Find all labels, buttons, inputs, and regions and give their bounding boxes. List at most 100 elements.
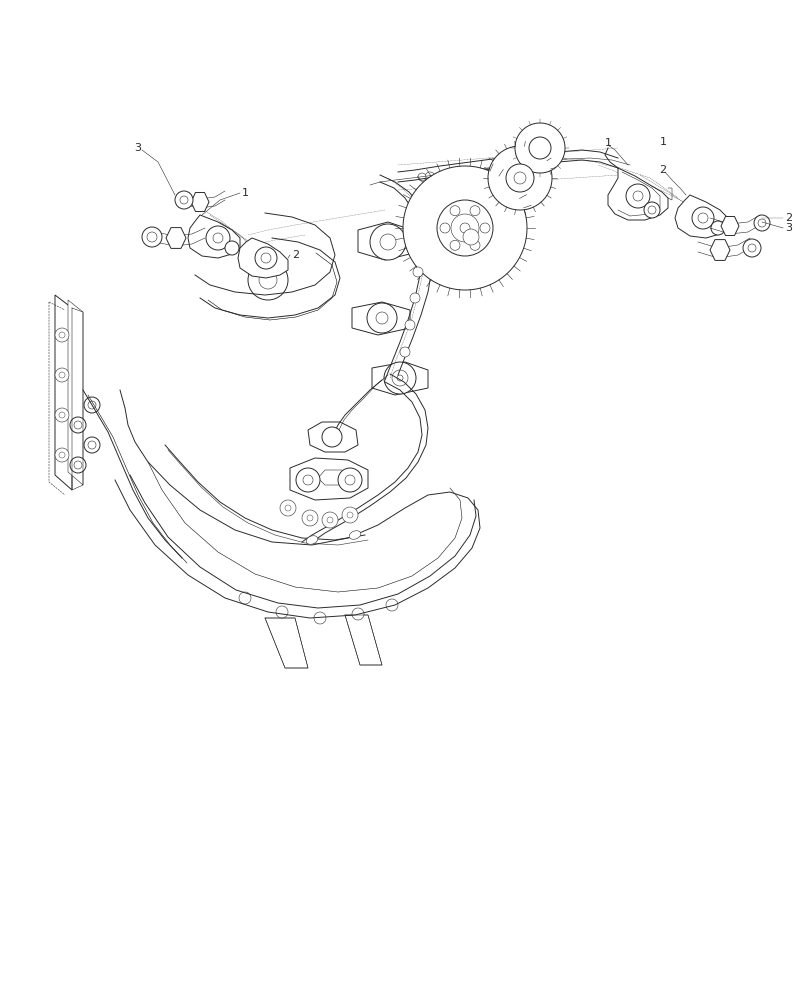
Circle shape	[88, 401, 96, 409]
Polygon shape	[414, 195, 461, 215]
Polygon shape	[371, 362, 427, 395]
Circle shape	[322, 512, 337, 528]
Polygon shape	[188, 215, 240, 258]
Circle shape	[303, 475, 312, 485]
Text: 2: 2	[784, 213, 792, 223]
Circle shape	[505, 164, 534, 192]
Circle shape	[457, 168, 466, 178]
Circle shape	[70, 417, 86, 433]
Circle shape	[742, 239, 760, 257]
Circle shape	[238, 592, 251, 604]
Text: 1: 1	[659, 137, 666, 147]
Polygon shape	[264, 618, 307, 668]
Polygon shape	[402, 166, 526, 290]
Circle shape	[440, 223, 449, 233]
Polygon shape	[55, 295, 72, 490]
Circle shape	[59, 412, 65, 418]
Circle shape	[413, 267, 423, 277]
Circle shape	[74, 421, 82, 429]
Polygon shape	[318, 470, 348, 485]
Circle shape	[462, 229, 478, 245]
Polygon shape	[351, 302, 410, 335]
Circle shape	[59, 452, 65, 458]
Circle shape	[255, 247, 277, 269]
Circle shape	[370, 224, 406, 260]
Polygon shape	[345, 615, 381, 665]
Circle shape	[643, 202, 659, 218]
Circle shape	[418, 173, 426, 181]
Circle shape	[747, 244, 755, 252]
Circle shape	[276, 606, 288, 618]
Circle shape	[74, 461, 82, 469]
Circle shape	[691, 207, 713, 229]
Circle shape	[410, 293, 419, 303]
Text: 1: 1	[242, 188, 249, 198]
Polygon shape	[607, 168, 667, 220]
Circle shape	[337, 468, 362, 492]
Circle shape	[88, 441, 96, 449]
Polygon shape	[414, 205, 461, 238]
Circle shape	[55, 328, 69, 342]
Circle shape	[367, 303, 397, 333]
Polygon shape	[307, 422, 358, 452]
Polygon shape	[191, 192, 208, 212]
Circle shape	[397, 375, 402, 381]
Circle shape	[753, 215, 769, 231]
Circle shape	[380, 234, 396, 250]
Circle shape	[450, 214, 478, 242]
Polygon shape	[358, 222, 418, 260]
Circle shape	[491, 164, 499, 172]
Polygon shape	[514, 123, 564, 173]
Polygon shape	[674, 195, 727, 238]
Circle shape	[225, 241, 238, 255]
Circle shape	[633, 191, 642, 201]
Circle shape	[180, 196, 188, 204]
Circle shape	[449, 240, 460, 250]
Circle shape	[375, 312, 388, 324]
Ellipse shape	[306, 536, 317, 544]
Text: 3: 3	[135, 143, 141, 153]
Circle shape	[470, 240, 479, 250]
Circle shape	[647, 206, 655, 214]
Circle shape	[59, 332, 65, 338]
Circle shape	[302, 510, 318, 526]
Circle shape	[523, 161, 531, 169]
Circle shape	[384, 362, 415, 394]
Circle shape	[400, 347, 410, 357]
Circle shape	[392, 370, 407, 386]
Circle shape	[55, 408, 69, 422]
Circle shape	[625, 184, 649, 208]
Circle shape	[351, 608, 363, 620]
Circle shape	[327, 517, 333, 523]
Circle shape	[314, 612, 325, 624]
Text: 3: 3	[784, 223, 791, 233]
Circle shape	[449, 206, 460, 216]
Circle shape	[710, 221, 724, 235]
Circle shape	[346, 512, 353, 518]
Circle shape	[296, 468, 320, 492]
Circle shape	[84, 437, 100, 453]
Circle shape	[405, 320, 414, 330]
Text: 2: 2	[659, 165, 666, 175]
Circle shape	[322, 427, 341, 447]
Circle shape	[55, 448, 69, 462]
Text: 2: 2	[292, 250, 298, 260]
Circle shape	[147, 232, 157, 242]
Circle shape	[175, 191, 193, 209]
Circle shape	[212, 233, 223, 243]
Circle shape	[84, 397, 100, 413]
Circle shape	[247, 260, 288, 300]
Circle shape	[59, 372, 65, 378]
Circle shape	[55, 368, 69, 382]
Circle shape	[424, 172, 435, 182]
Polygon shape	[165, 228, 186, 248]
Circle shape	[385, 599, 397, 611]
Circle shape	[528, 137, 551, 159]
Circle shape	[285, 505, 290, 511]
Circle shape	[522, 161, 532, 171]
Circle shape	[341, 507, 358, 523]
Polygon shape	[709, 240, 729, 260]
Polygon shape	[238, 238, 288, 278]
Circle shape	[280, 500, 296, 516]
Polygon shape	[290, 458, 367, 500]
